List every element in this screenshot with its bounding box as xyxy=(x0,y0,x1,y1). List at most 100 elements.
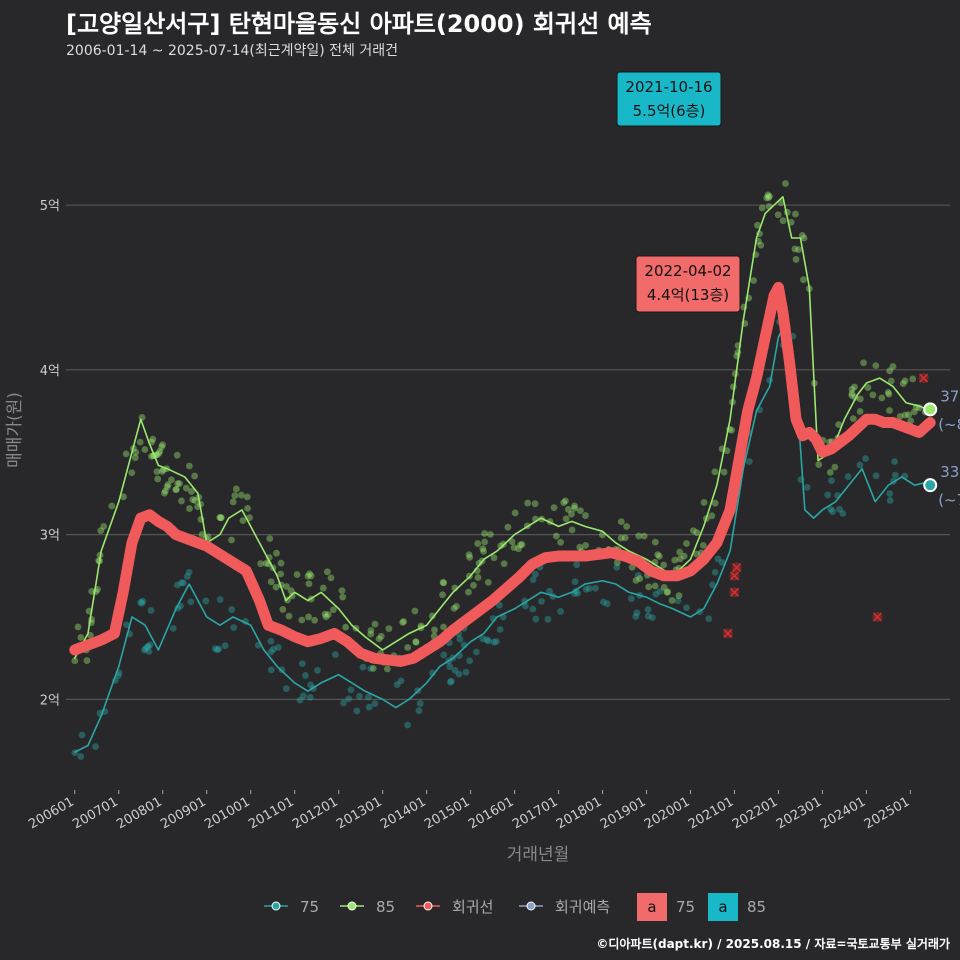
x-tick-label: 200901 xyxy=(158,794,208,832)
legend-label: 85 xyxy=(376,898,395,916)
x-tick-label: 202501 xyxy=(862,794,912,832)
scatter-point xyxy=(228,536,235,544)
scatter-point xyxy=(221,642,229,650)
scatter-point xyxy=(636,575,644,583)
scatter-point xyxy=(365,703,373,711)
scatter-point xyxy=(298,616,306,624)
scatter-point xyxy=(302,672,309,679)
scatter-point xyxy=(878,394,886,402)
end-label-area: (~85㎡) xyxy=(938,415,960,433)
scatter-point xyxy=(800,276,807,284)
scatter-point xyxy=(108,502,116,510)
scatter-point xyxy=(851,383,858,391)
scatter-point xyxy=(774,211,782,219)
scatter-point xyxy=(272,583,280,591)
x-tick-label: 201901 xyxy=(598,794,648,832)
scatter-point xyxy=(400,618,408,625)
scatter-point xyxy=(285,612,293,620)
scatter-point xyxy=(791,245,799,253)
scatter-point xyxy=(550,504,558,512)
scatter-point xyxy=(480,547,487,555)
scatter-point xyxy=(304,572,312,580)
scatter-point xyxy=(546,587,553,595)
scatter-point xyxy=(663,588,671,596)
mark-layer: 2021-10-16 5.5억(6층) 2022-04-02 4.4억(13층) 37,… xyxy=(616,71,960,639)
scatter-point xyxy=(901,377,909,385)
scatter-point xyxy=(404,644,412,651)
legend-key-box xyxy=(708,893,738,921)
scatter-point xyxy=(495,601,503,609)
scatter-point xyxy=(267,578,275,586)
scatter-point xyxy=(412,638,420,646)
scatter-point xyxy=(645,583,653,591)
scatter-point xyxy=(909,375,917,383)
scatter-point xyxy=(544,615,552,623)
scatter-point xyxy=(711,499,719,507)
x-tick-label: 202201 xyxy=(730,794,780,832)
scatter-point xyxy=(371,700,379,708)
scatter-point xyxy=(74,623,82,631)
scatter-point xyxy=(886,497,894,504)
x-tick-label: 201401 xyxy=(378,794,428,832)
scatter-point xyxy=(77,753,85,760)
legend-key-glyph: a xyxy=(647,898,656,916)
scatter-point xyxy=(367,627,375,634)
scatter-point xyxy=(603,600,611,608)
scatter-point xyxy=(582,585,590,593)
scatter-point xyxy=(120,493,127,501)
end-label-area: (~75㎡) xyxy=(938,491,960,509)
y-tick-label: 2억 xyxy=(40,693,60,708)
scatter-point xyxy=(826,469,834,476)
scatter-point xyxy=(215,645,223,653)
scatter-point xyxy=(267,637,275,645)
scatter-point xyxy=(664,588,672,596)
scatter-point xyxy=(676,548,684,556)
scatter-point xyxy=(497,542,505,550)
scatter-point xyxy=(174,480,182,487)
end-label-value: 33,000 xyxy=(940,463,960,481)
scatter-point xyxy=(470,581,477,589)
scatter-point xyxy=(172,486,180,493)
x-tick-label: 200701 xyxy=(70,794,120,832)
scatter-point xyxy=(465,551,473,559)
scatter-point xyxy=(651,538,659,546)
regression-line xyxy=(69,281,936,667)
outlier-mark xyxy=(723,628,733,639)
scatter-point xyxy=(154,475,162,483)
scatter-point xyxy=(440,579,448,587)
y-axis-title: 매매가(원) xyxy=(5,392,25,468)
scatter-point xyxy=(635,532,643,540)
scatter-point xyxy=(856,461,864,469)
x-tick-label: 201601 xyxy=(466,794,516,832)
x-tick-label: 201701 xyxy=(510,794,560,832)
scatter-point xyxy=(648,614,656,621)
scatter-point xyxy=(839,510,847,517)
scatter-point xyxy=(680,552,688,560)
x-tick-label: 201101 xyxy=(246,794,296,832)
scatter-point xyxy=(155,449,163,457)
scatter-point xyxy=(510,544,518,552)
scatter-point xyxy=(848,389,856,397)
legend: 75 85 회귀선 회귀예측 a 75 a 85 xyxy=(264,893,766,921)
scatter-point xyxy=(627,595,635,603)
scatter-point xyxy=(824,491,832,499)
scatter-point xyxy=(440,651,448,659)
scatter-point xyxy=(582,541,590,549)
scatter-point xyxy=(307,572,315,580)
scatter-point xyxy=(504,523,512,531)
scatter-point xyxy=(754,221,761,229)
scatter-point xyxy=(183,573,191,580)
outlier-mark xyxy=(732,562,742,573)
scatter-point xyxy=(453,602,460,610)
scatter-point xyxy=(492,638,500,645)
scatter-point xyxy=(377,632,385,640)
scatter-point xyxy=(628,563,636,571)
scatter-point xyxy=(560,499,568,507)
scatter-point xyxy=(191,497,199,504)
scatter-point xyxy=(856,408,864,415)
y-tick-label: 3억 xyxy=(40,529,60,544)
scatter-point xyxy=(141,646,148,654)
scatter-point xyxy=(287,587,295,595)
scatter-point xyxy=(621,534,629,542)
scatter-point xyxy=(122,450,130,458)
